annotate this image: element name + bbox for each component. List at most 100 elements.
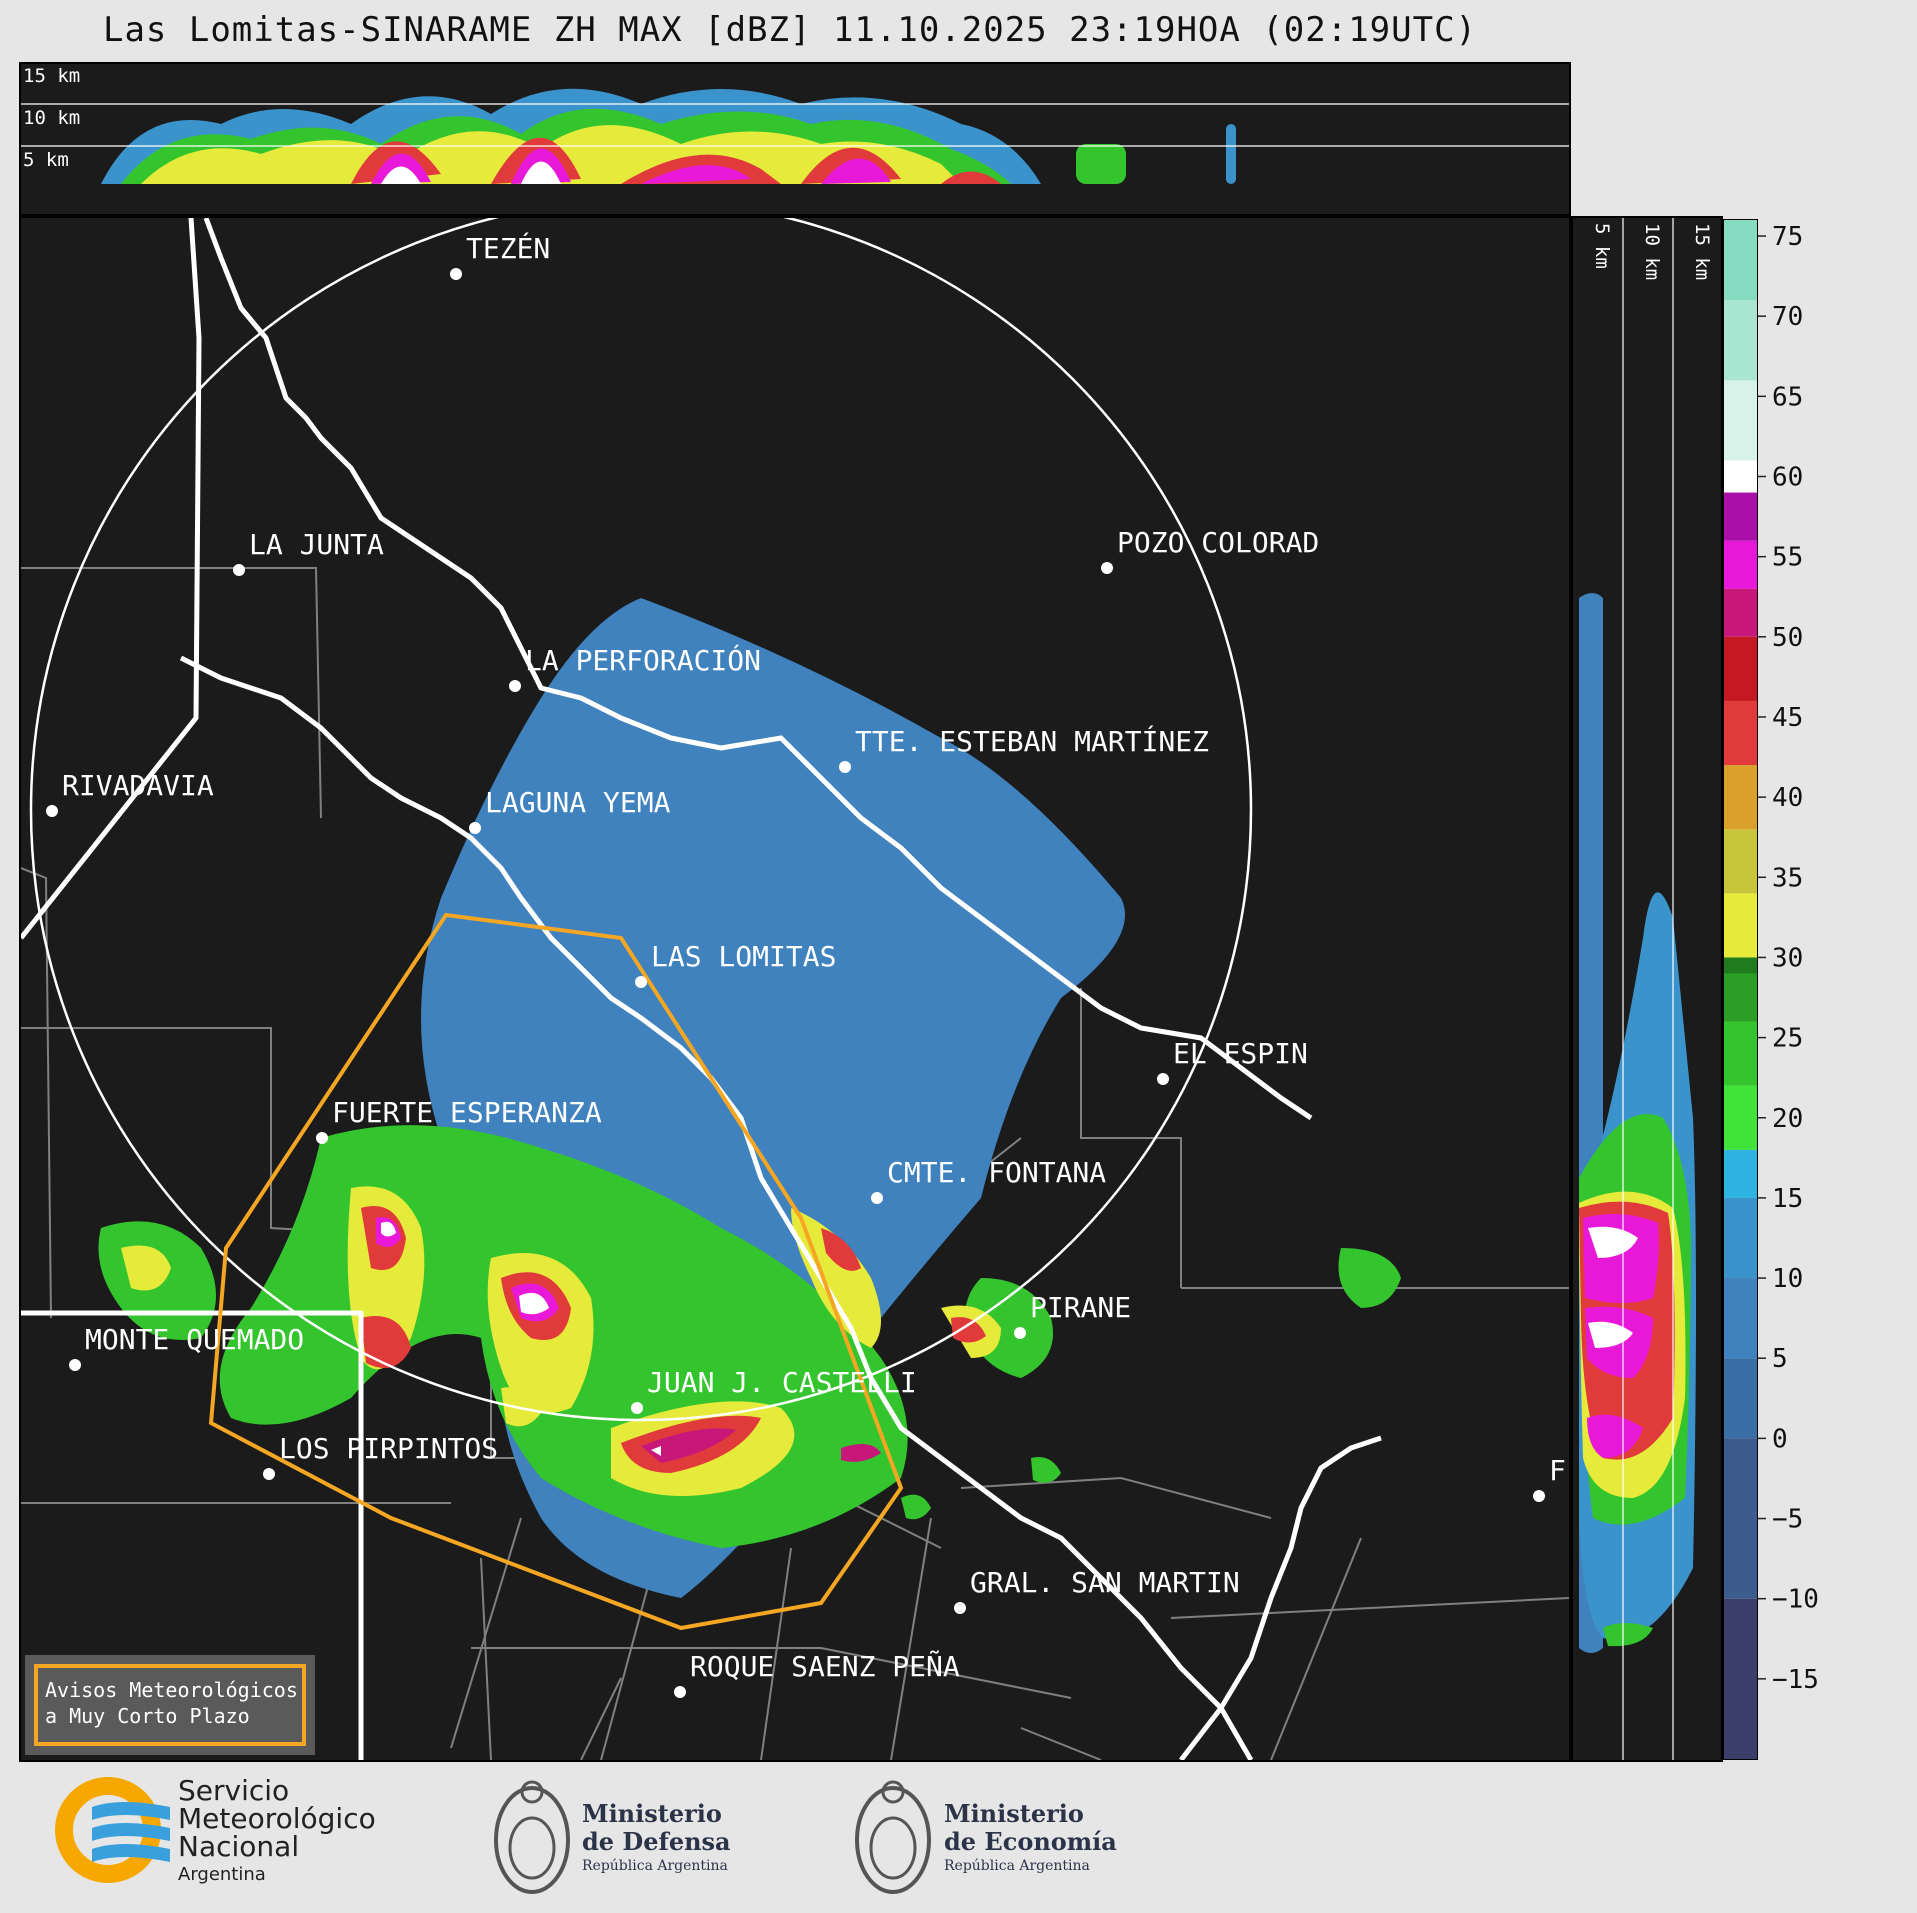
colorbar-tick-label: 30 (1772, 943, 1803, 973)
svg-text:F: F (1549, 1454, 1566, 1487)
colorbar-tick-label: −5 (1772, 1505, 1803, 1535)
city-las-lomitas[interactable]: LAS LOMITAS (635, 940, 836, 988)
colorbar-tick-label: 75 (1772, 222, 1803, 252)
colorbar-segment (1724, 1085, 1757, 1150)
colorbar-segment (1724, 1278, 1757, 1359)
colorbar-segment (1724, 588, 1757, 637)
smn-logo (55, 1777, 170, 1883)
colorbar-segment (1724, 636, 1757, 701)
economia-line3: República Argentina (944, 1858, 1090, 1874)
city-roque-saenz-pena[interactable]: ROQUE SAENZ PEÑA (674, 1649, 960, 1698)
colorbar-segment (1724, 700, 1757, 766)
radar-map[interactable]: TEZÉN LA JUNTA POZO COLORAD LA PERFORACI… (19, 216, 1571, 1762)
colorbar-segment (1724, 1021, 1757, 1086)
height-label-5km: 5 km (23, 149, 69, 171)
reflectivity-colorbar (1723, 219, 1758, 1760)
colorbar-segment (1724, 300, 1757, 381)
city-rivadavia[interactable]: RIVADAVIA (46, 769, 214, 817)
colorbar-tick-label: −10 (1772, 1585, 1819, 1615)
svg-text:POZO COLORAD: POZO COLORAD (1117, 526, 1319, 559)
top-cross-section-panel: 15 km 10 km 5 km (19, 62, 1571, 216)
colorbar-tick-label: 65 (1772, 382, 1803, 412)
colorbar-segment (1724, 1149, 1757, 1198)
top-echo-profile (101, 88, 1236, 184)
colorbar-segment (1724, 220, 1757, 301)
city-la-perforacion[interactable]: LA PERFORACIÓN (509, 643, 761, 692)
footer-logos: Servicio Meteorológico Nacional Argentin… (0, 1762, 1917, 1909)
city-markers: TEZÉN LA JUNTA POZO COLORAD LA PERFORACI… (46, 231, 1566, 1698)
svg-text:FUERTE ESPERANZA: FUERTE ESPERANZA (332, 1096, 602, 1129)
city-tte-esteban-martinez[interactable]: TTE. ESTEBAN MARTÍNEZ (839, 724, 1209, 773)
colorbar-tick-label: 70 (1772, 302, 1803, 332)
city-los-pirpintos[interactable]: LOS PIRPINTOS (263, 1432, 498, 1480)
colorbar-tick-label: 10 (1772, 1264, 1803, 1294)
city-tezen[interactable]: TEZÉN (450, 231, 550, 280)
warning-polygon[interactable] (208, 912, 904, 1631)
svg-text:LA PERFORACIÓN: LA PERFORACIÓN (525, 643, 761, 677)
svg-text:EL ESPIN: EL ESPIN (1173, 1037, 1308, 1070)
side-height-label-10km: 10 km (1641, 223, 1663, 280)
warning-legend: Avisos Meteorológicos a Muy Corto Plazo (25, 1655, 315, 1755)
side-cross-section-panel: 5 km 10 km 15 km (1571, 216, 1723, 1762)
colorbar-segment (1724, 492, 1757, 541)
city-fuerte-esperanza[interactable]: FUERTE ESPERANZA (316, 1096, 602, 1144)
colorbar-tick-label: −15 (1772, 1665, 1819, 1695)
height-label-15km: 15 km (23, 65, 80, 87)
smn-line2: Meteorológico (178, 1802, 376, 1835)
city-formosa[interactable]: F (1533, 1454, 1566, 1502)
svg-text:LAS LOMITAS: LAS LOMITAS (651, 940, 836, 973)
height-label-10km: 10 km (23, 107, 80, 129)
colorbar-segment (1724, 1438, 1757, 1599)
colorbar-segment (1724, 829, 1757, 894)
svg-text:TTE. ESTEBAN MARTÍNEZ: TTE. ESTEBAN MARTÍNEZ (855, 724, 1209, 758)
colorbar-segment (1724, 380, 1757, 461)
svg-text:ROQUE SAENZ PEÑA: ROQUE SAENZ PEÑA (690, 1649, 960, 1683)
city-monte-quemado[interactable]: MONTE QUEMADO (69, 1323, 304, 1371)
city-el-espinillo[interactable]: EL ESPIN (1157, 1037, 1308, 1085)
colorbar-tick-label: 35 (1772, 863, 1803, 893)
defensa-line3: República Argentina (582, 1858, 728, 1874)
city-juan-j-castelli[interactable]: JUAN J. CASTELLI (631, 1366, 917, 1414)
svg-text:MONTE QUEMADO: MONTE QUEMADO (85, 1323, 304, 1356)
svg-text:CMTE. FONTANA: CMTE. FONTANA (887, 1156, 1106, 1189)
defensa-line2: de Defensa (582, 1827, 731, 1856)
colorbar-tick-label: 45 (1772, 703, 1803, 733)
colorbar-tick-label: 25 (1772, 1024, 1803, 1054)
smn-line1: Servicio (178, 1774, 289, 1807)
defensa-seal-icon (494, 1780, 570, 1894)
colorbar-segment (1724, 1598, 1757, 1759)
colorbar-segment (1724, 973, 1757, 1022)
colorbar-segment (1724, 1197, 1757, 1279)
colorbar-tick-label: 50 (1772, 623, 1803, 653)
colorbar-segment (1724, 893, 1757, 958)
city-pozo-colorado[interactable]: POZO COLORAD (1101, 526, 1319, 574)
svg-text:LA JUNTA: LA JUNTA (249, 528, 384, 561)
side-height-label-5km: 5 km (1591, 223, 1613, 269)
city-laguna-yema[interactable]: LAGUNA YEMA (469, 786, 671, 834)
colorbar-tick-label: 40 (1772, 783, 1803, 813)
city-gral-san-martin[interactable]: GRAL. SAN MARTIN (954, 1566, 1240, 1614)
economia-line2: de Economía (944, 1827, 1117, 1856)
colorbar-tick-label: 55 (1772, 543, 1803, 573)
economia-seal-icon (855, 1780, 931, 1894)
side-echo-profile (1579, 593, 1696, 1653)
city-la-junta[interactable]: LA JUNTA (233, 528, 384, 576)
city-cmte-fontana[interactable]: CMTE. FONTANA (871, 1156, 1106, 1204)
smn-line4: Argentina (178, 1864, 266, 1885)
economia-line1: Ministerio (944, 1799, 1084, 1828)
colorbar-tick-label: 15 (1772, 1184, 1803, 1214)
svg-text:JUAN J. CASTELLI: JUAN J. CASTELLI (647, 1366, 917, 1399)
colorbar-tick-label: 20 (1772, 1104, 1803, 1134)
smn-line3: Nacional (178, 1830, 299, 1863)
colorbar-tick-label: 5 (1772, 1344, 1788, 1374)
colorbar-segment (1724, 460, 1757, 493)
radar-echoes (98, 598, 1401, 1598)
warning-legend-line2: a Muy Corto Plazo (45, 1704, 250, 1728)
svg-text:TEZÉN: TEZÉN (466, 231, 550, 265)
colorbar-tick-label: 0 (1772, 1424, 1788, 1454)
colorbar-segment (1724, 540, 1757, 589)
svg-text:LOS PIRPINTOS: LOS PIRPINTOS (279, 1432, 498, 1465)
colorbar-segment (1724, 957, 1757, 974)
city-pirane[interactable]: PIRANE (1014, 1291, 1131, 1339)
defensa-line1: Ministerio (582, 1799, 722, 1828)
